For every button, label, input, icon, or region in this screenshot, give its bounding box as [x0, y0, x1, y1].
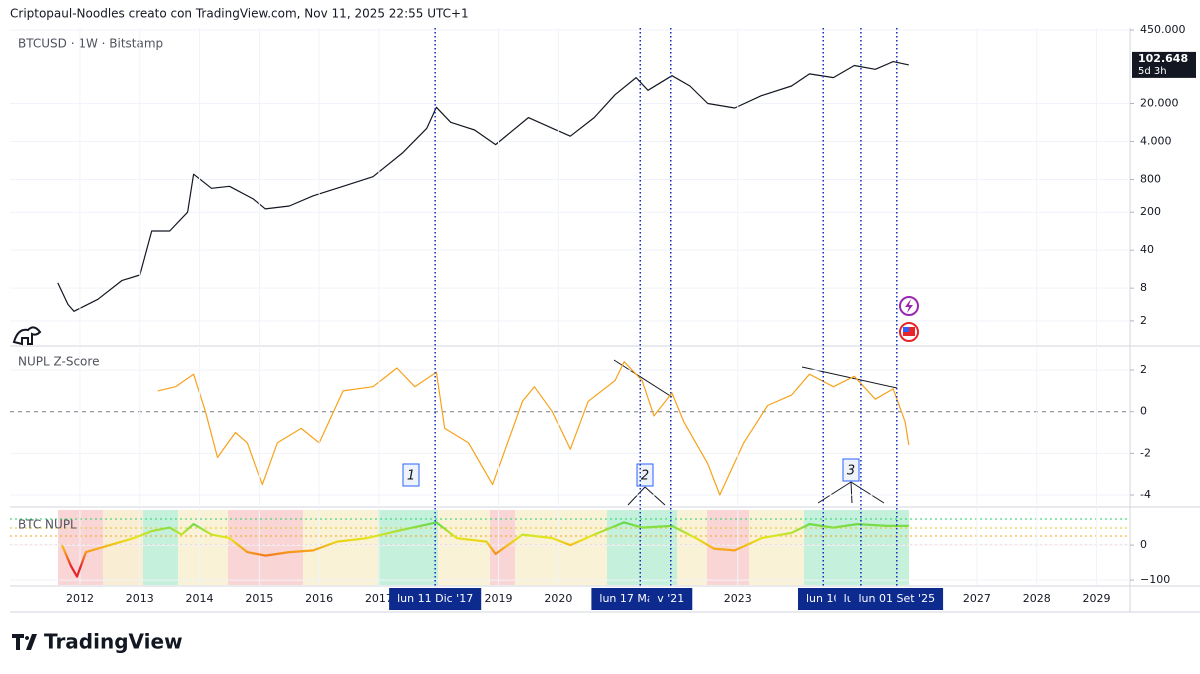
- x-tick-label: 2023: [724, 592, 752, 605]
- x-tick-label: 2029: [1083, 592, 1111, 605]
- x-tick-label: 2027: [963, 592, 991, 605]
- y-tick-label: -4: [1140, 488, 1151, 501]
- pane-title: BTCUSD · 1W · Bitstamp: [18, 37, 163, 51]
- logo-mark: [12, 326, 42, 346]
- marker-label: lun 11 Dic '17: [389, 588, 482, 610]
- last-price-box: [1132, 51, 1196, 78]
- marker-label-text: v '21: [657, 592, 684, 605]
- x-tick-label: 2015: [245, 592, 273, 605]
- event-icons: [899, 296, 919, 342]
- y-tick-label: 8: [1140, 281, 1147, 294]
- last-price: 102.648: [1138, 52, 1188, 65]
- marker-label-box: [649, 588, 693, 610]
- x-tick-label: 2017: [365, 592, 393, 605]
- pane-frames: [10, 28, 1200, 613]
- x-tick-label: 2020: [544, 592, 572, 605]
- marker-label-text: lun 11 Dic '17: [397, 592, 473, 605]
- x-tick-label: 2012: [66, 592, 94, 605]
- header: Criptopaul-Noodles creato con TradingVie…: [10, 7, 469, 21]
- pane-title: NUPL Z-Score: [18, 355, 99, 369]
- brand: TradingView: [12, 630, 183, 654]
- price-line: [57, 60, 909, 312]
- y-tick-label: 200: [1140, 205, 1161, 218]
- y-tick-label: -2: [1140, 446, 1151, 459]
- brand-name: TradingView: [44, 630, 183, 654]
- x-tick-label: 2019: [485, 592, 513, 605]
- marker-label-box: [389, 588, 482, 610]
- y-tick-label: 2: [1140, 314, 1147, 327]
- y-tick-label: −100: [1140, 573, 1170, 586]
- marker-label-box: [850, 588, 944, 610]
- annotation: 3: [847, 464, 855, 479]
- y-tick-label: 2: [1140, 363, 1147, 376]
- y-tick-label: 40: [1140, 243, 1154, 256]
- marker-label-text: lun 01 Set '25: [859, 592, 936, 605]
- y-tick-label: 800: [1140, 172, 1161, 185]
- marker-label: v '21: [649, 588, 693, 610]
- marker-label: lun 01 Set '25: [850, 588, 944, 610]
- indicator-line: [60, 521, 909, 578]
- annotation: 1: [407, 469, 415, 484]
- annotation: 2: [641, 469, 649, 484]
- y-tick-label: 4.000: [1140, 134, 1172, 147]
- regime-bands: [58, 510, 909, 585]
- pane-title: BTC NUPL: [18, 518, 77, 532]
- y-tick-label: 450.000: [1140, 23, 1186, 36]
- x-tick-label: 2013: [126, 592, 154, 605]
- y-tick-label: 0: [1140, 405, 1147, 418]
- y-tick-label: 0: [1140, 538, 1147, 551]
- x-tick-label: 2028: [1023, 592, 1051, 605]
- indicator-line: [157, 361, 910, 496]
- y-tick-label: 20.000: [1140, 96, 1179, 109]
- marker-label-text: lun 10: [806, 592, 841, 605]
- trend-lines: [613, 359, 898, 506]
- countdown: 5d 3h: [1138, 66, 1167, 77]
- annotation-boxes: 1 2 3: [402, 458, 860, 487]
- x-tick-label: 2016: [305, 592, 333, 605]
- x-tick-label: 2014: [186, 592, 214, 605]
